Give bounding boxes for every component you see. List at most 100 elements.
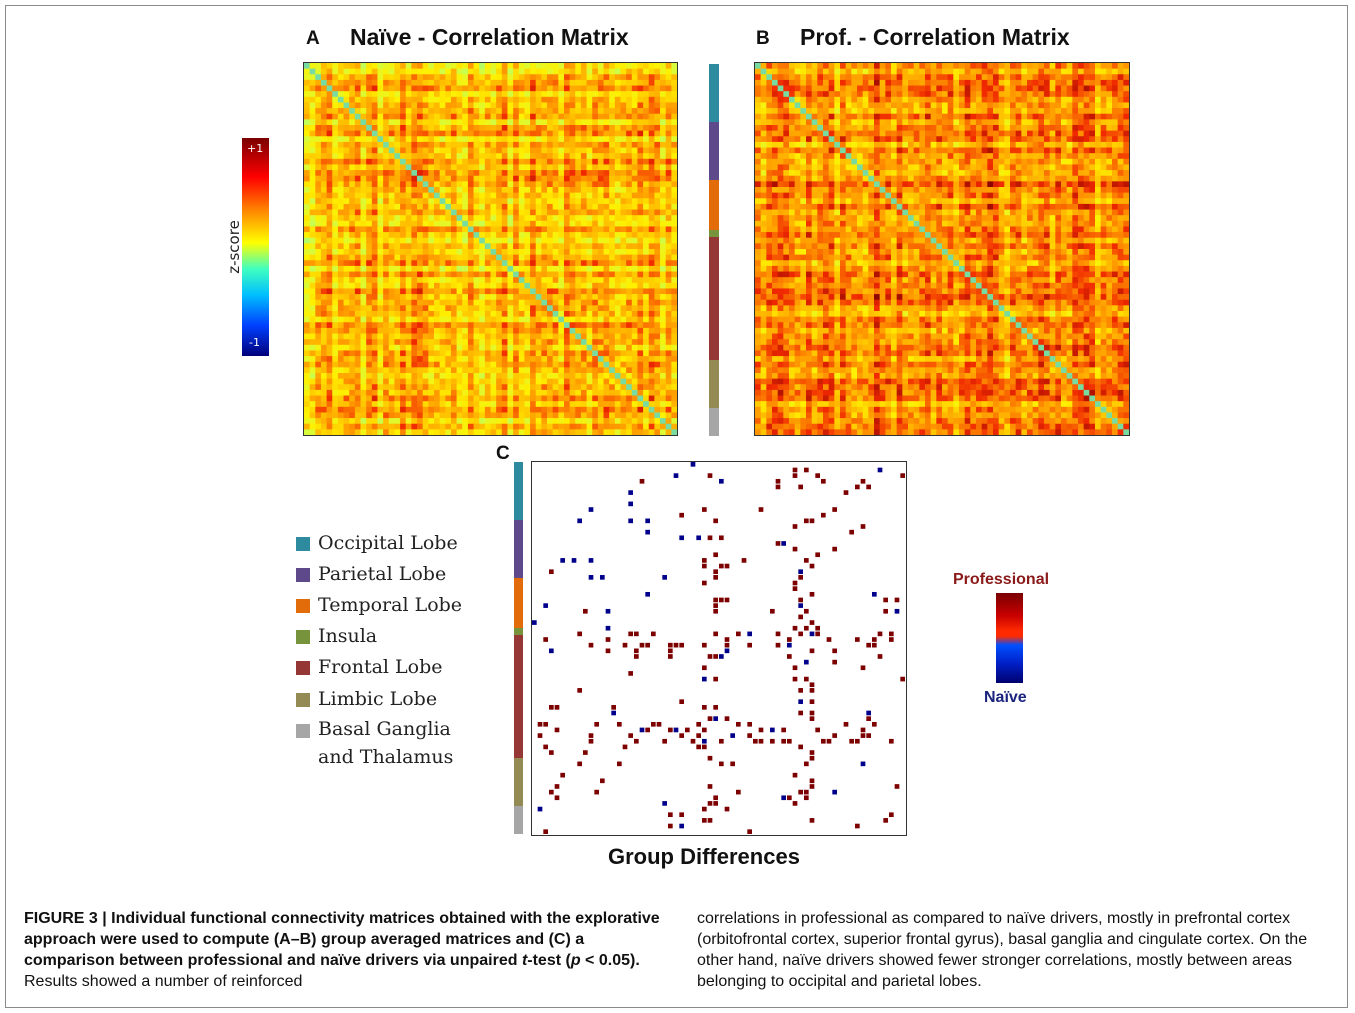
matrix-cell <box>467 333 475 340</box>
matrix-cell <box>563 412 571 419</box>
matrix-cell <box>326 198 333 205</box>
matrix-cell <box>766 113 773 120</box>
matrix-cell <box>484 277 492 284</box>
matrix-cell <box>1015 102 1022 109</box>
matrix-cell <box>586 237 593 244</box>
matrix-cell <box>614 333 622 340</box>
matrix-cell <box>1123 85 1129 92</box>
matrix-cell <box>524 311 531 318</box>
matrix-cell <box>405 243 412 250</box>
matrix-cell <box>360 350 367 357</box>
matrix-cell <box>518 265 526 273</box>
matrix-cell <box>925 96 932 104</box>
matrix-cell <box>513 215 520 222</box>
matrix-cell <box>654 63 661 70</box>
matrix-cell <box>439 79 446 87</box>
matrix-cell <box>371 209 379 216</box>
matrix-cell <box>484 254 492 261</box>
matrix-cell <box>592 215 599 222</box>
matrix-cell <box>507 333 514 340</box>
matrix-cell <box>524 232 531 239</box>
matrix-cell <box>360 412 367 419</box>
matrix-cell <box>541 412 548 419</box>
matrix-cell <box>371 299 379 306</box>
matrix-cell <box>450 333 458 340</box>
matrix-cell <box>643 113 650 120</box>
matrix-cell <box>947 68 954 75</box>
matrix-cell <box>518 333 526 340</box>
matrix-cell <box>501 147 509 154</box>
matrix-cell <box>507 125 514 132</box>
matrix-cell <box>597 203 605 211</box>
matrix-cell <box>315 164 322 171</box>
matrix-cell <box>558 226 565 233</box>
matrix-cell <box>603 367 610 374</box>
matrix-cell <box>490 164 497 171</box>
matrix-cell <box>586 271 593 278</box>
matrix-cell <box>902 113 909 120</box>
matrix-cell <box>354 361 362 368</box>
matrix-cell <box>524 91 531 98</box>
matrix-cell <box>857 108 864 115</box>
matrix-cell <box>337 406 345 414</box>
matrix-cell <box>637 406 644 414</box>
matrix-cell <box>597 356 605 363</box>
matrix-cell <box>603 226 610 233</box>
matrix-cell <box>614 119 622 126</box>
matrix-cell <box>643 373 650 380</box>
matrix-cell <box>643 384 650 391</box>
matrix-cell <box>496 91 503 98</box>
matrix-cell <box>614 153 622 160</box>
matrix-cell <box>433 74 441 81</box>
matrix-cell <box>428 203 435 211</box>
matrix-cell <box>337 288 345 295</box>
matrix-cell <box>417 350 424 357</box>
matrix-cell <box>648 395 655 402</box>
matrix-cell <box>558 68 565 75</box>
matrix-cell <box>993 108 1000 115</box>
matrix-cell <box>857 79 864 87</box>
matrix-cell <box>597 254 605 261</box>
matrix-cell <box>569 63 576 70</box>
matrix-cell <box>552 260 559 267</box>
matrix-cell <box>462 378 469 385</box>
matrix-cell <box>400 187 407 194</box>
matrix-cell <box>671 175 677 182</box>
matrix-cell <box>643 339 650 346</box>
matrix-cell <box>563 429 571 435</box>
matrix-cell <box>908 96 915 104</box>
matrix-cell <box>597 102 605 109</box>
matrix-cell <box>575 136 582 143</box>
matrix-cell <box>541 327 548 335</box>
matrix-cell <box>417 429 424 435</box>
matrix-cell <box>326 170 333 177</box>
matrix-cell <box>400 96 407 104</box>
matrix-cell <box>563 237 571 244</box>
matrix-cell <box>563 130 571 137</box>
matrix-cell <box>671 141 677 149</box>
matrix-cell <box>569 395 576 402</box>
matrix-cell <box>654 265 661 273</box>
matrix-cell <box>343 63 350 70</box>
matrix-cell <box>1044 91 1051 98</box>
matrix-cell <box>530 215 537 222</box>
matrix-cell <box>309 254 316 261</box>
matrix-cell <box>383 153 390 160</box>
matrix-cell <box>1061 79 1068 87</box>
matrix-cell <box>388 305 396 312</box>
matrix-cell <box>547 327 554 335</box>
matrix-cell <box>614 254 622 261</box>
matrix-cell <box>643 232 650 239</box>
matrix-cell <box>501 136 509 143</box>
matrix-cell <box>660 158 667 166</box>
matrix-cell <box>947 91 954 98</box>
matrix-cell <box>660 170 667 177</box>
matrix-cell <box>490 153 497 160</box>
matrix-cell <box>1106 102 1113 109</box>
matrix-cell <box>851 96 858 104</box>
matrix-cell <box>592 294 599 301</box>
matrix-cell <box>377 429 384 435</box>
matrix-cell <box>518 74 526 81</box>
matrix-cell <box>586 412 593 419</box>
matrix-cell <box>637 125 644 132</box>
